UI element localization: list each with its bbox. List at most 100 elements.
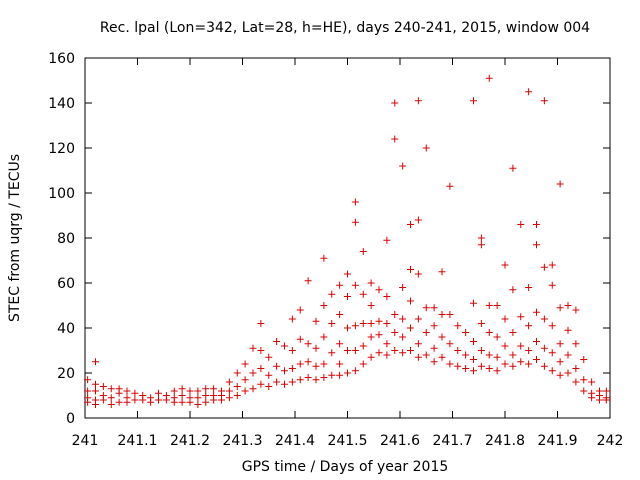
- data-point: [501, 261, 509, 269]
- data-point: [383, 293, 391, 300]
- y-tick-label: 160: [48, 51, 75, 67]
- data-point: [359, 248, 367, 255]
- data-point: [548, 281, 556, 289]
- y-axis: 0 20 40 60 80 100 120 140 160: [48, 51, 610, 427]
- data-point: [375, 317, 383, 325]
- data-point: [391, 135, 399, 143]
- data-point: [399, 284, 407, 291]
- data-point: [210, 396, 218, 404]
- data-point: [328, 320, 336, 327]
- y-tick-label: 40: [57, 321, 75, 337]
- data-point: [572, 340, 580, 348]
- data-point: [414, 315, 422, 323]
- data-point: [296, 376, 304, 384]
- data-point: [273, 378, 281, 386]
- data-point: [407, 221, 414, 228]
- data-point: [359, 360, 367, 368]
- data-point: [533, 308, 540, 316]
- data-point: [328, 290, 336, 298]
- data-point: [265, 383, 273, 390]
- data-point: [477, 362, 485, 370]
- data-point: [564, 351, 572, 359]
- data-point: [556, 180, 564, 188]
- data-point: [517, 358, 525, 366]
- data-point: [344, 293, 351, 300]
- data-point: [438, 268, 446, 276]
- data-point: [273, 362, 281, 370]
- data-point: [572, 306, 580, 314]
- data-point: [540, 97, 548, 105]
- data-point: [422, 351, 430, 359]
- data-point: [501, 360, 509, 368]
- data-point: [383, 236, 391, 244]
- x-tick-label: 241: [72, 433, 99, 449]
- data-point: [462, 351, 470, 359]
- data-point: [233, 392, 241, 399]
- data-point: [225, 378, 233, 386]
- data-point: [320, 333, 328, 341]
- data-point: [155, 396, 162, 404]
- data-point: [422, 329, 430, 336]
- data-point: [186, 398, 194, 406]
- data-point: [540, 263, 548, 271]
- data-point: [202, 385, 210, 393]
- y-tick-label: 100: [48, 186, 75, 202]
- data-point: [399, 315, 407, 323]
- data-point: [548, 367, 556, 375]
- data-point: [296, 360, 304, 368]
- x-tick-label: 242: [597, 433, 624, 449]
- y-tick-label: 20: [57, 366, 75, 382]
- data-point: [383, 320, 391, 327]
- data-point: [438, 333, 446, 341]
- data-point: [533, 356, 540, 363]
- data-point: [509, 362, 517, 370]
- data-point: [446, 360, 454, 368]
- data-point: [517, 221, 525, 228]
- data-point: [422, 304, 430, 312]
- data-point: [454, 362, 462, 370]
- data-point: [375, 286, 383, 294]
- data-point: [351, 218, 359, 226]
- data-point: [320, 360, 328, 368]
- x-tick-label: 241.4: [275, 433, 315, 449]
- data-point: [107, 401, 115, 408]
- data-point: [123, 398, 131, 406]
- data-point: [580, 376, 588, 384]
- data-point: [107, 385, 115, 393]
- data-point: [336, 340, 344, 348]
- data-point: [548, 261, 556, 269]
- data-point: [470, 367, 477, 375]
- data-point: [485, 302, 493, 309]
- data-point: [351, 367, 359, 375]
- data-point: [131, 396, 139, 404]
- data-point: [92, 401, 99, 408]
- data-point: [525, 284, 533, 291]
- data-point: [477, 320, 485, 327]
- data-point: [178, 392, 186, 399]
- data-point: [485, 74, 493, 82]
- data-point: [430, 304, 438, 312]
- data-point: [509, 164, 517, 172]
- data-point: [407, 347, 414, 354]
- data-point: [509, 286, 517, 294]
- data-point: [470, 338, 477, 345]
- data-point: [414, 340, 422, 348]
- data-point: [194, 401, 202, 408]
- data-point: [556, 371, 564, 379]
- data-point: [336, 281, 344, 289]
- x-axis-label: GPS time / Days of year 2015: [242, 459, 449, 475]
- data-point: [414, 353, 422, 361]
- data-point: [454, 347, 462, 354]
- data-point: [344, 270, 351, 278]
- data-point: [170, 398, 178, 406]
- x-tick-label: 241.5: [327, 433, 367, 449]
- data-point: [84, 376, 92, 384]
- data-point: [115, 398, 123, 406]
- data-point: [493, 333, 501, 341]
- data-point: [548, 322, 556, 330]
- data-point: [265, 353, 273, 361]
- data-point: [525, 360, 533, 368]
- data-point: [218, 396, 225, 404]
- data-point: [470, 356, 477, 363]
- data-point: [391, 329, 399, 336]
